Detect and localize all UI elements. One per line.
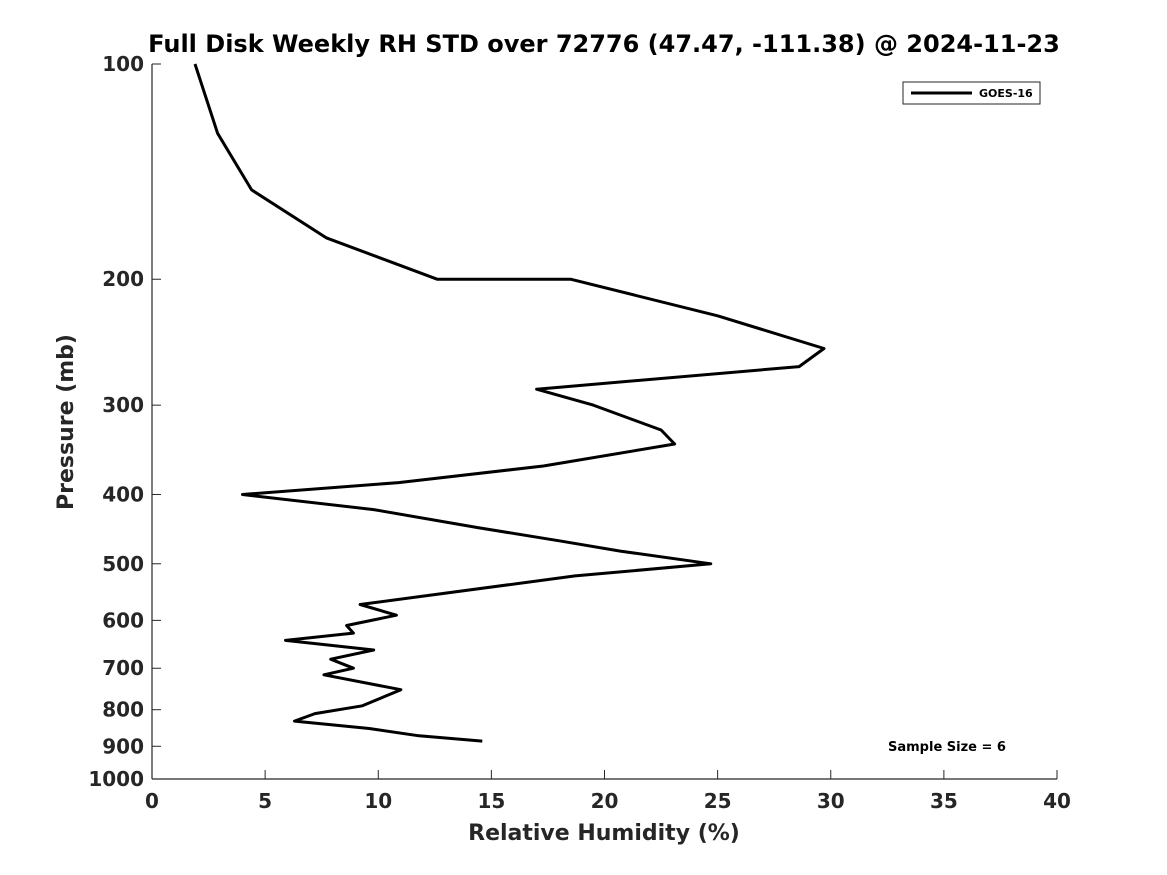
x-tick-label: 5 [258,789,272,813]
sample-size-annotation: Sample Size = 6 [888,740,1006,755]
chart-title: Full Disk Weekly RH STD over 72776 (47.4… [148,30,1060,58]
y-tick-label: 500 [102,552,144,576]
y-tick-label: 200 [102,267,144,291]
x-tick-label: 30 [817,789,845,813]
y-tick-label: 1000 [88,767,144,791]
x-tick-label: 40 [1043,789,1071,813]
y-tick-label: 800 [102,698,144,722]
y-tick-label: 400 [102,482,144,506]
x-tick-label: 25 [704,789,732,813]
legend: GOES-16 [902,81,1041,105]
y-tick-label: 700 [102,656,144,680]
x-tick-label: 10 [364,789,392,813]
legend-label-goes-16: GOES-16 [979,87,1033,100]
y-tick-label: 100 [102,52,144,76]
series-layer [193,63,826,743]
x-axis-label: Relative Humidity (%) [468,821,740,846]
x-tick-label: 35 [930,789,958,813]
x-tick-label: 0 [145,789,159,813]
x-ticks: 0 5 10 15 20 25 30 35 40 [145,770,1071,813]
x-tick-label: 15 [477,789,505,813]
y-tick-label: 600 [102,608,144,632]
y-tick-label: 900 [102,734,144,758]
y-tick-label: 300 [102,393,144,417]
axes-frame [151,64,1057,780]
y-axis-label: Pressure (mb) [54,334,79,510]
y-ticks: 100 200 300 400 500 600 700 800 900 1000 [88,52,161,791]
series-line-goes-16 [193,63,826,743]
x-tick-label: 20 [591,789,619,813]
